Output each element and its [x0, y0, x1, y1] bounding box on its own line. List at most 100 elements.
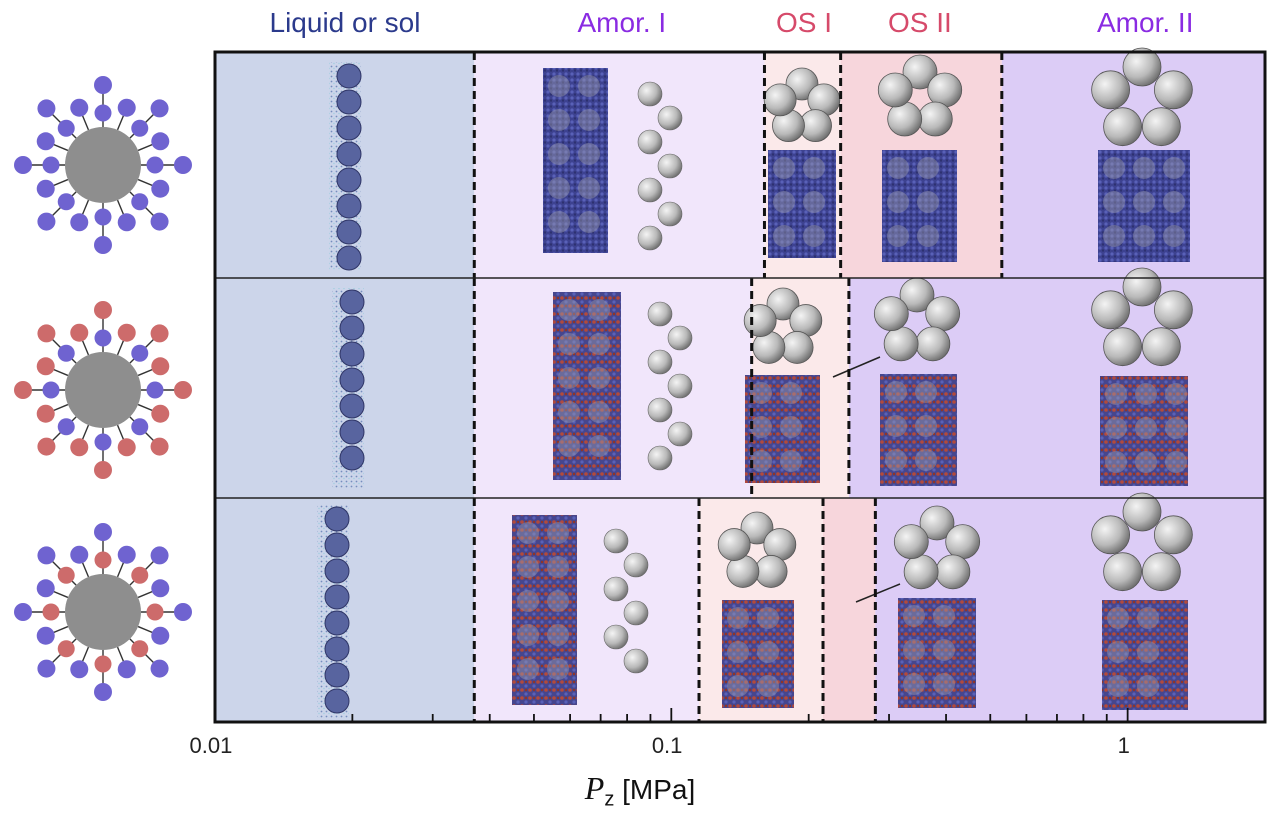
- ring-top-view: [1091, 267, 1193, 367]
- core: [517, 590, 539, 612]
- ring-sphere: [1141, 107, 1181, 147]
- bead-outer: [174, 156, 192, 174]
- core: [1133, 225, 1155, 247]
- micelle: [336, 219, 362, 245]
- core: [1135, 417, 1157, 439]
- core: [1163, 225, 1185, 247]
- ring-top-view: [877, 54, 963, 137]
- particle-icon-red-outer-blue-inner: [14, 301, 192, 479]
- core: [727, 607, 749, 629]
- micelle: [336, 193, 362, 219]
- bead-inner: [57, 640, 75, 658]
- bead-outer: [94, 523, 112, 541]
- ring-sphere: [743, 304, 777, 337]
- bead-outer: [117, 438, 136, 457]
- bead-outer: [70, 213, 89, 232]
- bead-outer: [37, 546, 56, 565]
- core: [517, 556, 539, 578]
- ring-sphere: [766, 287, 800, 321]
- core: [887, 225, 909, 247]
- core: [578, 109, 600, 131]
- slab: [543, 68, 608, 253]
- core: [915, 449, 937, 471]
- ring-sphere: [780, 331, 814, 364]
- ring-sphere: [1153, 515, 1193, 555]
- micelle: [324, 636, 350, 662]
- core: [903, 673, 925, 695]
- core: [750, 382, 772, 404]
- core: [1135, 451, 1157, 473]
- bead-inner: [42, 381, 60, 399]
- core-sphere: [667, 373, 693, 399]
- core-sphere: [647, 445, 673, 471]
- bead-outer: [37, 659, 56, 678]
- core: [1137, 641, 1159, 663]
- core: [1137, 675, 1159, 697]
- core-sphere: [637, 81, 663, 107]
- bead-outer: [150, 324, 169, 343]
- core-sphere: [623, 552, 649, 578]
- bead-outer: [117, 213, 136, 232]
- core: [803, 157, 825, 179]
- bead-inner: [57, 193, 75, 211]
- micelle: [324, 532, 350, 558]
- particle-core: [65, 574, 141, 650]
- ring-sphere: [1122, 492, 1162, 532]
- bead-inner: [131, 119, 149, 137]
- core-sphere: [603, 528, 629, 554]
- micelle: [339, 367, 365, 393]
- phase-region: [823, 498, 876, 722]
- core: [917, 225, 939, 247]
- slab: [745, 375, 820, 483]
- core-sphere: [647, 397, 673, 423]
- ring-sphere: [1122, 47, 1162, 87]
- bead-inner: [131, 193, 149, 211]
- core-column: [603, 528, 649, 674]
- core: [558, 299, 580, 321]
- core: [1107, 607, 1129, 629]
- ring-sphere: [1091, 70, 1131, 110]
- core-sphere: [637, 225, 663, 251]
- core-column: [637, 81, 683, 251]
- bead-outer: [36, 579, 55, 598]
- core: [517, 522, 539, 544]
- core-sphere: [603, 576, 629, 602]
- core: [885, 449, 907, 471]
- core-sphere: [623, 600, 649, 626]
- bead-inner: [94, 433, 112, 451]
- bead-outer: [151, 404, 170, 423]
- disordered-slab: [1102, 600, 1188, 710]
- phase-region: [474, 52, 765, 278]
- micelle: [324, 610, 350, 636]
- core: [1133, 191, 1155, 213]
- core: [547, 556, 569, 578]
- micelle: [336, 115, 362, 141]
- core: [1135, 383, 1157, 405]
- bead-outer: [70, 98, 89, 117]
- bead-inner: [57, 344, 75, 362]
- core: [887, 191, 909, 213]
- bead-inner: [131, 344, 149, 362]
- x-tick-label: 1: [1117, 733, 1130, 758]
- bead-outer: [94, 76, 112, 94]
- core: [773, 225, 795, 247]
- core: [578, 143, 600, 165]
- core: [885, 415, 907, 437]
- bead-outer: [150, 99, 169, 118]
- core: [558, 401, 580, 423]
- core: [517, 658, 539, 680]
- ring-sphere: [1091, 515, 1131, 555]
- core: [1165, 417, 1187, 439]
- bead-inner: [131, 566, 149, 584]
- micelle: [339, 341, 365, 367]
- crystal-slab: [722, 600, 794, 708]
- disordered-slab: [1098, 150, 1190, 262]
- core-sphere: [657, 105, 683, 131]
- micelle: [339, 289, 365, 315]
- core: [548, 109, 570, 131]
- micelle: [324, 662, 350, 688]
- bead-outer: [37, 99, 56, 118]
- bead-outer: [151, 179, 170, 198]
- bead-outer: [94, 301, 112, 319]
- core: [903, 605, 925, 627]
